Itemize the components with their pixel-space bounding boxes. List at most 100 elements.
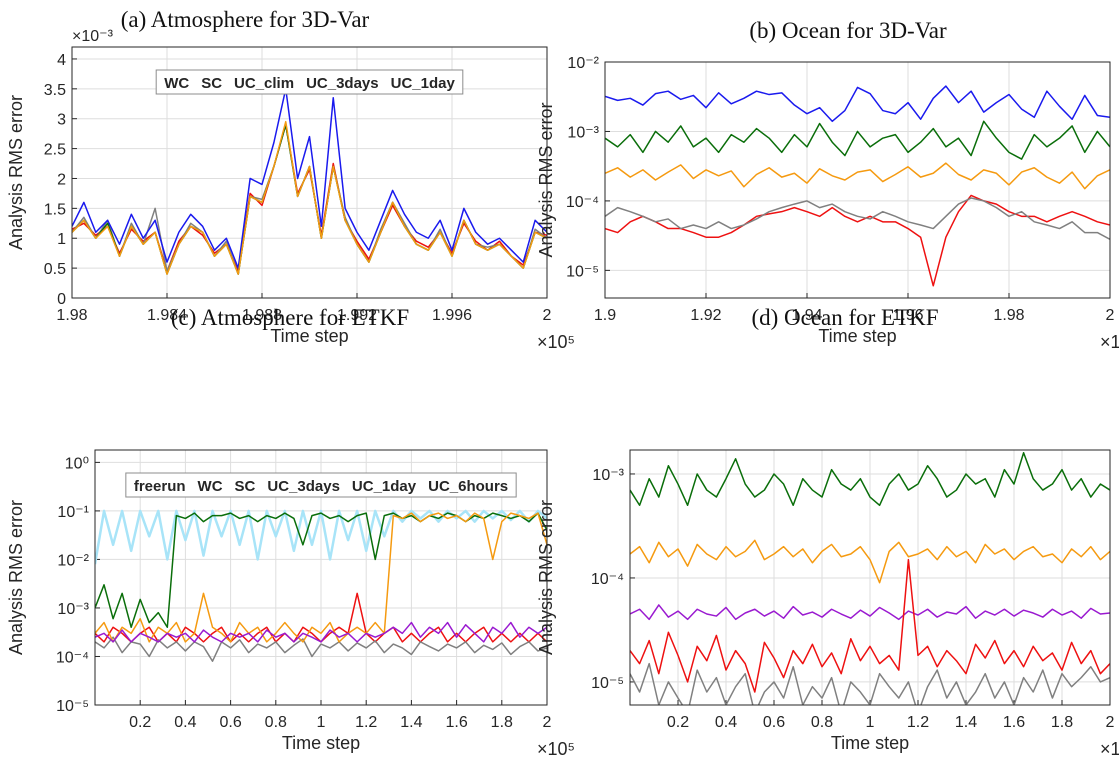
chart-title: (c) Atmosphere for ETKF — [171, 305, 409, 330]
x-tick-label: 1.8 — [1051, 714, 1073, 731]
series-line — [630, 604, 1110, 621]
series-line — [605, 85, 1110, 123]
y-tick-label: 4 — [57, 52, 66, 69]
x-tick-label: 2 — [543, 307, 552, 324]
y-tick-label: 2.5 — [44, 142, 66, 159]
x-tick-label: 1.992 — [337, 307, 377, 324]
legend-box — [155, 69, 464, 95]
x-tick-label: 1.4 — [955, 714, 977, 731]
y-tick-label: 10⁻⁴ — [56, 649, 89, 666]
series-line — [630, 558, 1110, 693]
x-tick-label: 1.94 — [791, 307, 822, 324]
y-tick-label: 10⁻⁴ — [591, 571, 624, 588]
plot-frame — [629, 449, 1111, 706]
legend-entry: SC — [201, 75, 222, 92]
x-tick-label: 0.2 — [667, 714, 689, 731]
y-tick-label: 10⁻¹ — [57, 504, 89, 521]
x-tick-label: 1.96 — [892, 307, 923, 324]
y-tick-label: 10⁻⁵ — [56, 698, 89, 715]
panel: 10⁻⁵ 10⁻⁴ 10⁻³ 0.2 0.4 0.6 0.8 1 1.2 1.4 1.6 1.8 2 (d… — [536, 305, 1119, 759]
series-line — [605, 194, 1110, 287]
series-line — [605, 197, 1110, 240]
x-tick-label: 1 — [317, 714, 326, 731]
legend-entry: WC — [164, 75, 189, 92]
x-tick-label: 1.98 — [56, 307, 87, 324]
x-tick-label: 1.988 — [242, 307, 282, 324]
lines — [605, 85, 1110, 287]
x-tick-label: 0.6 — [763, 714, 785, 731]
x-multiplier: ×10⁵ — [537, 332, 575, 352]
x-tick-label: 1.6 — [1003, 714, 1025, 731]
x-axis-label: Time step — [270, 326, 348, 346]
chart-title: (d) Ocean for ETKF — [751, 305, 938, 330]
plot-area — [605, 62, 1110, 298]
x-multiplier: ×10⁵ — [537, 739, 575, 759]
x-tick-label: 1 — [866, 714, 875, 731]
y-tick-label: 3.5 — [44, 82, 66, 99]
y-tick-label: 10⁻² — [567, 55, 599, 72]
y-axis-label: Analysis RMS error — [6, 95, 26, 250]
legend: WC SC UC_clim UC_3days UC_1day — [155, 69, 464, 95]
x-tick-label: 1.6 — [445, 714, 467, 731]
y-tick-label: 3 — [57, 112, 66, 129]
plot-frame — [71, 46, 548, 299]
y-tick-label: 1 — [57, 231, 66, 248]
x-tick-label: 1.92 — [690, 307, 721, 324]
legend: freerun WC SC UC_3days UC_1day UC_6hours — [125, 472, 517, 498]
legend-entry: freerun — [134, 478, 186, 495]
x-tick-label: 2 — [1106, 714, 1115, 731]
lines — [72, 88, 547, 275]
legend-entry: UC_1day — [352, 478, 417, 495]
legend-entry: UC_clim — [234, 75, 294, 92]
x-tick-label: 0.4 — [174, 714, 196, 731]
x-tick-label: 0.6 — [219, 714, 241, 731]
x-tick-label: 2 — [1106, 307, 1115, 324]
y-tick-label: 2 — [57, 171, 66, 188]
series-line — [95, 512, 547, 643]
x-multiplier: ×10⁵ — [1100, 739, 1119, 759]
x-tick-label: 1.98 — [993, 307, 1024, 324]
x-tick-label: 1.4 — [400, 714, 422, 731]
plot-frame — [604, 61, 1111, 299]
x-tick-label: 1.8 — [491, 714, 513, 731]
x-tick-label: 2 — [543, 714, 552, 731]
plot-frame — [94, 449, 548, 706]
y-tick-label: 10⁰ — [65, 455, 89, 472]
series-line — [72, 88, 547, 269]
series-line — [72, 120, 547, 275]
y-multiplier: ×10⁻³ — [72, 28, 114, 45]
x-tick-label: 0.4 — [715, 714, 737, 731]
legend-box — [125, 472, 517, 498]
series-line — [630, 539, 1110, 584]
y-tick-label: 10⁻³ — [592, 467, 624, 484]
y-tick-label: 0 — [57, 291, 66, 308]
series-line — [605, 162, 1110, 190]
y-tick-label: 1.5 — [44, 201, 66, 218]
panel: 10⁻⁵ 10⁻⁴ 10⁻³ 10⁻² 1.9 1.92 1.94 1.96 1.98 2 (b) … — [536, 18, 1119, 352]
series-line — [95, 512, 547, 629]
y-axis-label: Analysis RMS error — [6, 500, 26, 655]
y-tick-label: 10⁻⁵ — [591, 675, 624, 692]
legend-entry: WC — [198, 478, 223, 495]
legend-entry: UC_3days — [267, 478, 340, 495]
y-tick-label: 0.5 — [44, 261, 66, 278]
y-axis-label: Analysis RMS error — [536, 500, 556, 655]
series-line — [630, 662, 1110, 705]
y-tick-label: 10⁻² — [57, 552, 89, 569]
x-tick-label: 1.2 — [355, 714, 377, 731]
x-axis-label: Time step — [831, 733, 909, 753]
series-line — [605, 120, 1110, 160]
y-tick-label: 10⁻⁵ — [566, 263, 599, 280]
x-tick-label: 1.9 — [594, 307, 616, 324]
series-line — [95, 621, 547, 643]
x-multiplier: ×10⁵ — [1100, 332, 1119, 352]
x-tick-label: 0.2 — [129, 714, 151, 731]
chart-title: (a) Atmosphere for 3D-Var — [121, 7, 370, 32]
y-tick-label: 10⁻³ — [57, 601, 89, 618]
series-line — [95, 636, 547, 662]
x-tick-label: 1.996 — [432, 307, 472, 324]
legend-entry: UC_3days — [306, 75, 379, 92]
lines — [95, 509, 547, 662]
legend-entry: UC_1day — [391, 75, 456, 92]
